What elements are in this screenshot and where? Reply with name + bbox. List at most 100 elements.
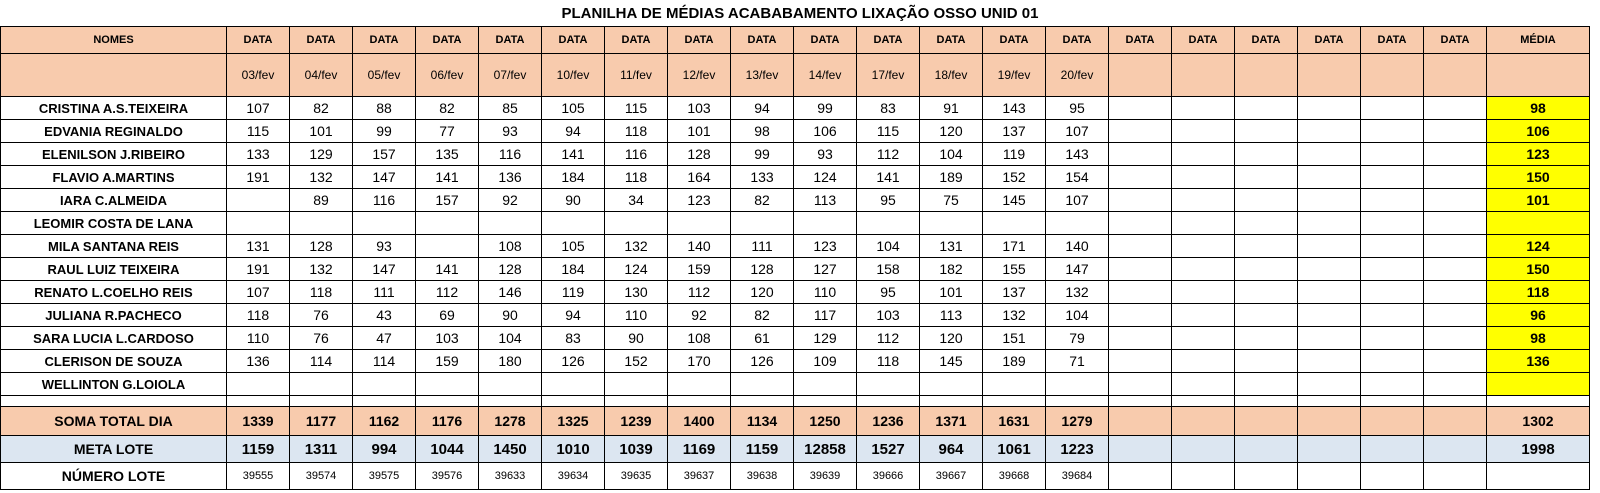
soma-value-cell[interactable]: [1360, 406, 1424, 436]
employee-name-cell[interactable]: JULIANA R.PACHECO: [0, 303, 227, 327]
value-cell[interactable]: [1297, 280, 1361, 304]
value-cell[interactable]: 184: [541, 257, 605, 281]
value-cell[interactable]: [1234, 119, 1298, 143]
meta-value-cell[interactable]: [1360, 435, 1424, 463]
value-cell[interactable]: 82: [415, 96, 479, 120]
value-cell[interactable]: 94: [541, 119, 605, 143]
date-cell[interactable]: 17/fev: [856, 53, 920, 97]
meta-value-cell[interactable]: 12858: [793, 435, 857, 463]
value-cell[interactable]: [1171, 211, 1235, 235]
value-cell[interactable]: 191: [226, 165, 290, 189]
value-cell[interactable]: 135: [415, 142, 479, 166]
value-cell[interactable]: [1360, 165, 1424, 189]
value-cell[interactable]: 104: [478, 326, 542, 350]
value-cell[interactable]: 120: [730, 280, 794, 304]
soma-value-cell[interactable]: [1234, 406, 1298, 436]
value-cell[interactable]: 98: [730, 119, 794, 143]
value-cell[interactable]: [1234, 303, 1298, 327]
media-cell[interactable]: [1486, 372, 1590, 396]
value-cell[interactable]: 143: [1045, 142, 1109, 166]
value-cell[interactable]: 132: [1045, 280, 1109, 304]
value-cell[interactable]: [1108, 372, 1172, 396]
date-cell[interactable]: 13/fev: [730, 53, 794, 97]
value-cell[interactable]: 116: [478, 142, 542, 166]
soma-value-cell[interactable]: 1250: [793, 406, 857, 436]
value-cell[interactable]: 83: [541, 326, 605, 350]
value-cell[interactable]: 182: [919, 257, 983, 281]
value-cell[interactable]: 105: [541, 234, 605, 258]
meta-value-cell[interactable]: [1423, 435, 1487, 463]
soma-value-cell[interactable]: 1400: [667, 406, 731, 436]
value-cell[interactable]: [1297, 234, 1361, 258]
value-cell[interactable]: [1234, 142, 1298, 166]
value-cell[interactable]: [415, 234, 479, 258]
value-cell[interactable]: 90: [541, 188, 605, 212]
date-cell[interactable]: [1360, 53, 1424, 97]
value-cell[interactable]: 115: [856, 119, 920, 143]
value-cell[interactable]: [1171, 280, 1235, 304]
value-cell[interactable]: [415, 372, 479, 396]
date-cell[interactable]: 20/fev: [1045, 53, 1109, 97]
date-col-header[interactable]: DATA: [352, 26, 416, 54]
value-cell[interactable]: 77: [415, 119, 479, 143]
value-cell[interactable]: 94: [730, 96, 794, 120]
value-cell[interactable]: 71: [1045, 349, 1109, 373]
value-cell[interactable]: [1423, 211, 1487, 235]
media-cell[interactable]: 101: [1486, 188, 1590, 212]
date-cell[interactable]: 04/fev: [289, 53, 353, 97]
value-cell[interactable]: 143: [982, 96, 1046, 120]
date-col-header[interactable]: DATA: [1171, 26, 1235, 54]
meta-value-cell[interactable]: 1527: [856, 435, 920, 463]
value-cell[interactable]: 124: [793, 165, 857, 189]
value-cell[interactable]: [1423, 188, 1487, 212]
value-cell[interactable]: [541, 372, 605, 396]
value-cell[interactable]: [1360, 188, 1424, 212]
media-cell[interactable]: 98: [1486, 326, 1590, 350]
value-cell[interactable]: 180: [478, 349, 542, 373]
value-cell[interactable]: 104: [1045, 303, 1109, 327]
value-cell[interactable]: [1108, 280, 1172, 304]
media-cell[interactable]: 150: [1486, 257, 1590, 281]
value-cell[interactable]: [1297, 372, 1361, 396]
date-col-header[interactable]: DATA: [415, 26, 479, 54]
value-cell[interactable]: 109: [793, 349, 857, 373]
value-cell[interactable]: [1297, 96, 1361, 120]
value-cell[interactable]: 128: [478, 257, 542, 281]
value-cell[interactable]: [1360, 303, 1424, 327]
value-cell[interactable]: [604, 372, 668, 396]
value-cell[interactable]: 117: [793, 303, 857, 327]
date-cell[interactable]: 06/fev: [415, 53, 479, 97]
media-cell[interactable]: 150: [1486, 165, 1590, 189]
date-col-header[interactable]: DATA: [667, 26, 731, 54]
value-cell[interactable]: 189: [982, 349, 1046, 373]
date-cell[interactable]: 11/fev: [604, 53, 668, 97]
date-col-header[interactable]: DATA: [226, 26, 290, 54]
value-cell[interactable]: 114: [352, 349, 416, 373]
value-cell[interactable]: [1360, 372, 1424, 396]
value-cell[interactable]: 116: [352, 188, 416, 212]
employee-name-cell[interactable]: LEOMIR COSTA DE LANA: [0, 211, 227, 235]
value-cell[interactable]: [1360, 257, 1424, 281]
value-cell[interactable]: [1297, 119, 1361, 143]
value-cell[interactable]: 118: [226, 303, 290, 327]
value-cell[interactable]: [1171, 188, 1235, 212]
value-cell[interactable]: [1108, 165, 1172, 189]
meta-value-cell[interactable]: 1169: [667, 435, 731, 463]
date-col-header[interactable]: DATA: [478, 26, 542, 54]
value-cell[interactable]: 113: [919, 303, 983, 327]
media-cell[interactable]: 106: [1486, 119, 1590, 143]
date-cell[interactable]: [1171, 53, 1235, 97]
date-col-header[interactable]: DATA: [541, 26, 605, 54]
value-cell[interactable]: 92: [478, 188, 542, 212]
date-col-header[interactable]: DATA: [289, 26, 353, 54]
value-cell[interactable]: [1171, 349, 1235, 373]
value-cell[interactable]: 137: [982, 119, 1046, 143]
value-cell[interactable]: [1423, 372, 1487, 396]
value-cell[interactable]: [1108, 234, 1172, 258]
value-cell[interactable]: 103: [856, 303, 920, 327]
media-cell[interactable]: [1486, 211, 1590, 235]
media-header-blank[interactable]: [1486, 53, 1590, 97]
value-cell[interactable]: 83: [856, 96, 920, 120]
date-cell[interactable]: [1423, 53, 1487, 97]
media-cell[interactable]: 124: [1486, 234, 1590, 258]
